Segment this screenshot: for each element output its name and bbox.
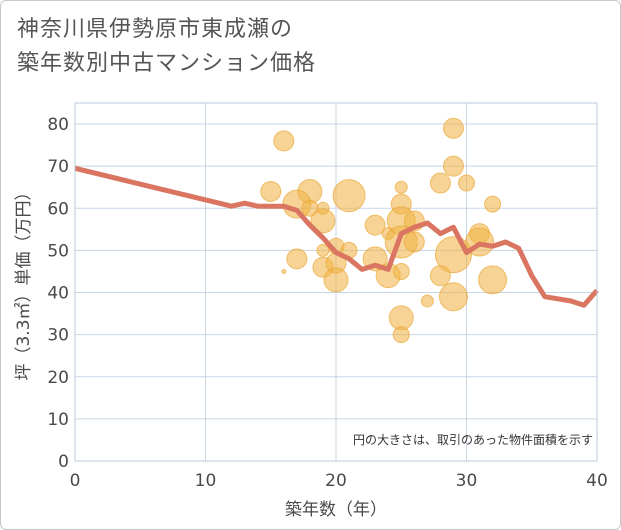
bubble-point (429, 265, 451, 287)
x-tick-label: 20 (325, 471, 347, 491)
chart-title-line-1: 神奈川県伊勢原市東成瀬の (17, 17, 294, 42)
chart-title: 神奈川県伊勢原市東成瀬の 築年数別中古マンション価格 (17, 13, 316, 81)
bubble-point (420, 294, 434, 308)
bubble-point (403, 231, 425, 253)
y-tick-label: 10 (47, 410, 69, 430)
y-tick-label: 70 (47, 157, 69, 177)
bubble-point (394, 180, 408, 194)
bubble-point (442, 155, 464, 177)
y-tick-label: 60 (47, 199, 69, 219)
y-tick-label: 30 (47, 326, 69, 346)
bubble-point (273, 130, 295, 152)
x-tick-label: 40 (586, 471, 608, 491)
bubble-point (442, 117, 464, 139)
x-tick-label: 10 (195, 471, 217, 491)
bubble-point (260, 180, 282, 202)
y-tick-label: 20 (47, 368, 69, 388)
x-axis-ticks: 0 10 20 30 40 (70, 471, 608, 491)
bubble-point (286, 248, 308, 270)
bubble-point (458, 174, 475, 192)
y-tick-label: 50 (47, 241, 69, 261)
bubble-point (484, 195, 502, 213)
bubble-point (323, 267, 349, 293)
y-tick-label: 80 (47, 115, 69, 135)
y-axis-label: 坪（3.3㎡）単価（万円） (14, 183, 34, 380)
bubble-point (281, 268, 287, 274)
bubble-point (429, 172, 451, 194)
y-tick-label: 0 (58, 452, 69, 472)
bubble-point (364, 214, 386, 236)
plot-frame (74, 102, 598, 462)
bubble-point (478, 265, 508, 295)
y-axis-ticks: 0 10 20 30 40 50 60 70 80 (47, 115, 69, 472)
x-axis-label: 築年数（年） (285, 500, 387, 520)
x-tick-label: 30 (456, 471, 478, 491)
bubble-point (316, 243, 330, 257)
bubble-point (310, 208, 336, 234)
average-price-line (74, 165, 599, 308)
y-tick-label: 40 (47, 284, 69, 304)
bubble-point (392, 326, 410, 344)
bubble-size-note: 円の大きさは、取引のあった物件面積を示す (353, 432, 593, 447)
bubble-point (332, 179, 366, 213)
chart-title-line-2: 築年数別中古マンション価格 (17, 51, 317, 76)
x-tick-label: 0 (70, 471, 81, 491)
bubble-point (438, 282, 468, 312)
